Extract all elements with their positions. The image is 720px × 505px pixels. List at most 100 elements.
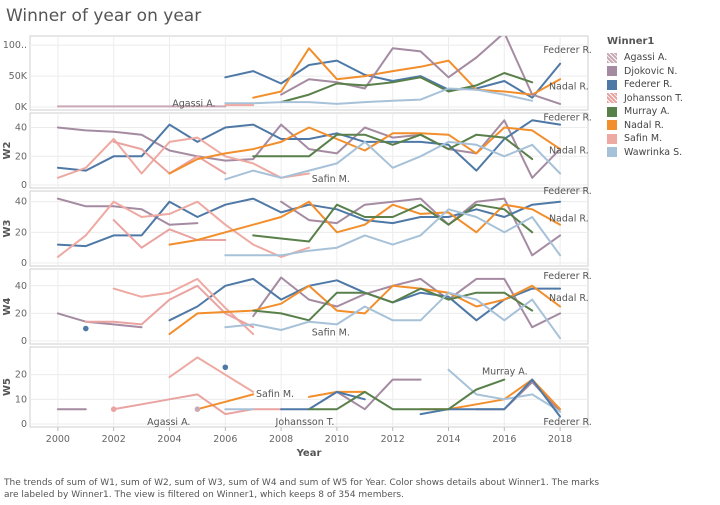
series-line-djokovic-n [252, 276, 562, 329]
y-tick-label: 20 [15, 370, 27, 381]
y-tick-label: 0 [21, 180, 27, 191]
series-line-murray-a [252, 203, 534, 243]
series-line-djokovic-n [56, 197, 199, 226]
chart-title: Winner of year on year [6, 6, 202, 26]
series-line-federer-r [56, 197, 562, 248]
data-point-agassi-a [194, 406, 201, 413]
series-line-johansson-t [112, 219, 227, 249]
mark-label: Federer R. [543, 186, 591, 197]
legend-item-nadal-r[interactable]: Nadal R. [607, 119, 717, 133]
x-tick-label: 2012 [381, 434, 405, 445]
y-tick-label: 10 [15, 394, 27, 405]
series-line-djokovic-n [56, 312, 143, 329]
data-point-federer-r [83, 325, 89, 332]
mark-label: Federer R. [543, 45, 591, 56]
mark-label: Safin M. [312, 327, 350, 338]
panel-frame [29, 268, 589, 345]
series-line-murray-a [308, 378, 506, 411]
series-line-wawrinka-s [224, 87, 534, 105]
mark-label: Johansson T. [275, 417, 335, 428]
row-axis-title: W5 [2, 378, 13, 396]
panel-frame [29, 190, 589, 267]
series-line-johansson-t [84, 284, 255, 329]
series-line-wawrinka-s [447, 368, 562, 413]
x-tick-label: 2016 [492, 434, 516, 445]
series-line-safin-m [168, 356, 255, 393]
legend-swatch [607, 66, 617, 77]
y-tick-label: 50K [9, 71, 28, 82]
data-point-johansson-t [110, 406, 117, 413]
legend-item-djokovic-n[interactable]: Djokovic N. [607, 65, 717, 79]
x-tick-label: 2010 [325, 434, 349, 445]
mark-label: Agassi A. [172, 98, 215, 109]
series-line-wawrinka-s [224, 208, 562, 257]
legend-swatch [607, 106, 617, 117]
x-axis-title: Year [296, 448, 322, 459]
legend-item-federer-r[interactable]: Federer R. [607, 78, 717, 92]
mark-label: Federer R. [543, 112, 591, 123]
legend-item-wawrinka-s[interactable]: Wawrinka S. [607, 146, 717, 160]
y-tick-label: 0 [21, 258, 27, 269]
row-axis-title: W2 [2, 141, 13, 159]
legend-label: Murray A. [624, 106, 670, 118]
mark-label: Murray A. [482, 367, 528, 378]
panel-frame [29, 112, 589, 189]
x-tick-label: 2018 [548, 434, 572, 445]
series-line-wawrinka-s [224, 291, 562, 340]
legend-swatch [607, 120, 617, 131]
mark-label: Safin M. [256, 389, 294, 400]
x-tick-label: 2008 [269, 434, 293, 445]
legend-label: Wawrinka S. [624, 146, 683, 158]
data-point-federer-r [222, 364, 229, 371]
row-axis-title: W4 [2, 297, 13, 315]
legend-swatch [607, 93, 617, 104]
mark-label: Safin M. [312, 174, 350, 185]
legend-item-safin-m[interactable]: Safin M. [607, 132, 717, 146]
legend-title: Winner1 [607, 36, 655, 47]
mark-label: Agassi A. [147, 417, 190, 428]
y-tick-label: 40 [15, 197, 27, 208]
mark-label: Nadal R. [549, 214, 589, 225]
legend-item-agassi-a[interactable]: Agassi A. [607, 51, 717, 65]
y-tick-label: 0K [15, 102, 28, 113]
x-tick-label: 2004 [157, 434, 181, 445]
legend-swatch [607, 52, 617, 63]
legend-label: Safin M. [624, 133, 663, 145]
panel-frame [29, 346, 589, 428]
x-tick-label: 2002 [102, 434, 126, 445]
mark-label: Federer R. [543, 417, 591, 428]
legend-swatch [607, 133, 617, 144]
x-tick-label: 2014 [436, 434, 460, 445]
series-line-federer-r [280, 390, 366, 411]
legend-label: Djokovic N. [624, 65, 678, 77]
chart-caption: The trends of sum of W1, sum of W2, sum … [4, 478, 600, 500]
y-tick-label: 100.. [3, 40, 27, 51]
x-tick-label: 2006 [213, 434, 237, 445]
series-line-murray-a [280, 72, 534, 104]
legend-item-murray-a[interactable]: Murray A. [607, 105, 717, 119]
y-tick-label: 40 [15, 123, 27, 134]
legend-label: Nadal R. [624, 119, 664, 131]
mark-label: Nadal R. [549, 82, 589, 93]
y-tick-label: 20 [15, 227, 27, 238]
y-tick-label: 20 [15, 308, 27, 319]
series-line-nadal-r [168, 200, 562, 246]
legend-item-johansson-t[interactable]: Johansson T. [607, 92, 717, 106]
series-line-wawrinka-s [224, 140, 562, 181]
y-tick-label: 0 [21, 419, 27, 430]
series-line-murray-a [252, 287, 534, 322]
series-line-murray-a [252, 133, 534, 161]
trend-chart: 0K 50K 100.. Agassi A. Federer R. Nadal R. 0 20… [2, 35, 592, 459]
series-line-nadal-r [196, 393, 255, 411]
series-line-nadal-r [252, 47, 562, 99]
legend: Winner1 Agassi A. Djokovic N. Federer R. Jo… [607, 36, 717, 159]
mark-label: Nadal R. [549, 145, 589, 156]
series-line-safin-m [56, 200, 310, 258]
series-line-safin-m [56, 136, 310, 179]
legend-label: Johansson T. [624, 92, 683, 104]
series-line-djokovic-n [280, 36, 562, 105]
